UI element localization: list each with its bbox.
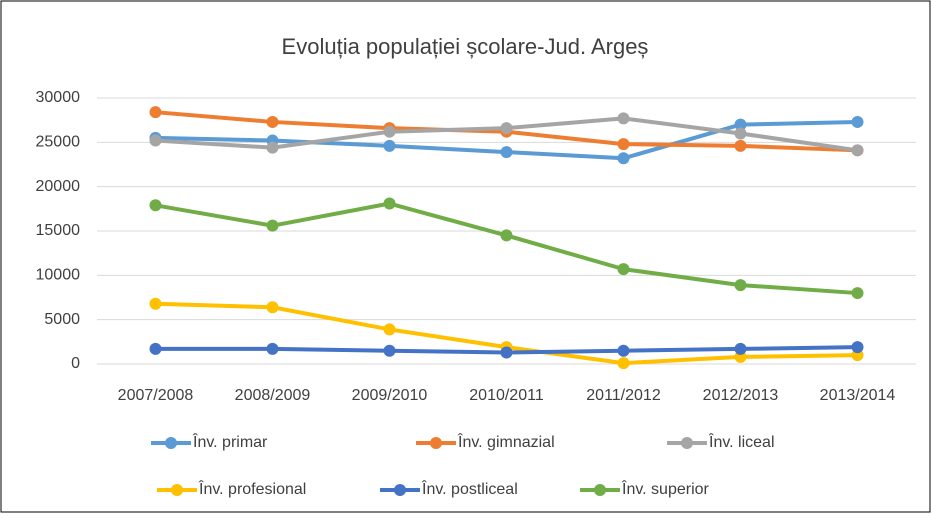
y-tick-label: 0 [71,355,80,372]
data-point [149,106,162,119]
data-point [383,139,396,152]
legend-label: Înv. liceal [708,432,775,451]
x-tick-label: 2010/2011 [469,387,544,404]
legend-label: Înv. postliceal [421,479,518,498]
data-point [734,279,747,292]
data-point [266,301,279,314]
y-tick-label: 10000 [36,267,81,284]
y-tick-label: 30000 [36,89,81,106]
legend-marker [681,437,693,449]
data-point [734,118,747,131]
data-point [149,199,162,212]
data-point [500,146,513,159]
x-tick-label: 2008/2009 [235,387,311,404]
legend-marker [430,437,442,449]
data-point [500,122,513,135]
chart-title: Evoluția populației școlare-Jud. Argeș [282,34,649,59]
x-tick-label: 2011/2012 [586,387,661,404]
data-point [617,138,630,151]
data-point [383,323,396,336]
data-point [266,342,279,355]
data-point [617,152,630,165]
y-tick-label: 15000 [36,222,81,239]
x-tick-label: 2013/2014 [820,387,896,404]
data-point [266,141,279,154]
legend-label: Înv. primar [192,432,268,451]
legend-marker [594,484,606,496]
legend-label: Înv. profesional [198,479,306,498]
data-point [383,125,396,138]
data-point [149,297,162,310]
data-point [500,346,513,359]
data-point [734,127,747,140]
y-tick-label: 25000 [36,134,81,151]
x-tick-label: 2012/2013 [703,387,779,404]
legend-marker [171,484,183,496]
data-point [734,139,747,152]
legend-label: Înv. gimnazial [457,432,555,451]
data-point [617,357,630,370]
data-point [617,112,630,125]
data-point [500,229,513,242]
data-point [851,115,864,128]
data-point [266,115,279,128]
legend-marker [165,437,177,449]
data-point [617,344,630,357]
data-point [734,342,747,355]
x-tick-label: 2009/2010 [352,387,428,404]
x-tick-label: 2007/2008 [118,387,194,404]
data-point [851,341,864,354]
data-point [617,263,630,276]
y-tick-label: 5000 [44,311,80,328]
data-point [851,287,864,300]
data-point [149,342,162,355]
y-tick-label: 20000 [36,178,81,195]
data-point [383,344,396,357]
data-point [149,134,162,147]
legend-label: Înv. superior [621,479,710,498]
data-point [266,219,279,232]
data-point [383,197,396,210]
legend-marker [394,484,406,496]
data-point [851,144,864,157]
